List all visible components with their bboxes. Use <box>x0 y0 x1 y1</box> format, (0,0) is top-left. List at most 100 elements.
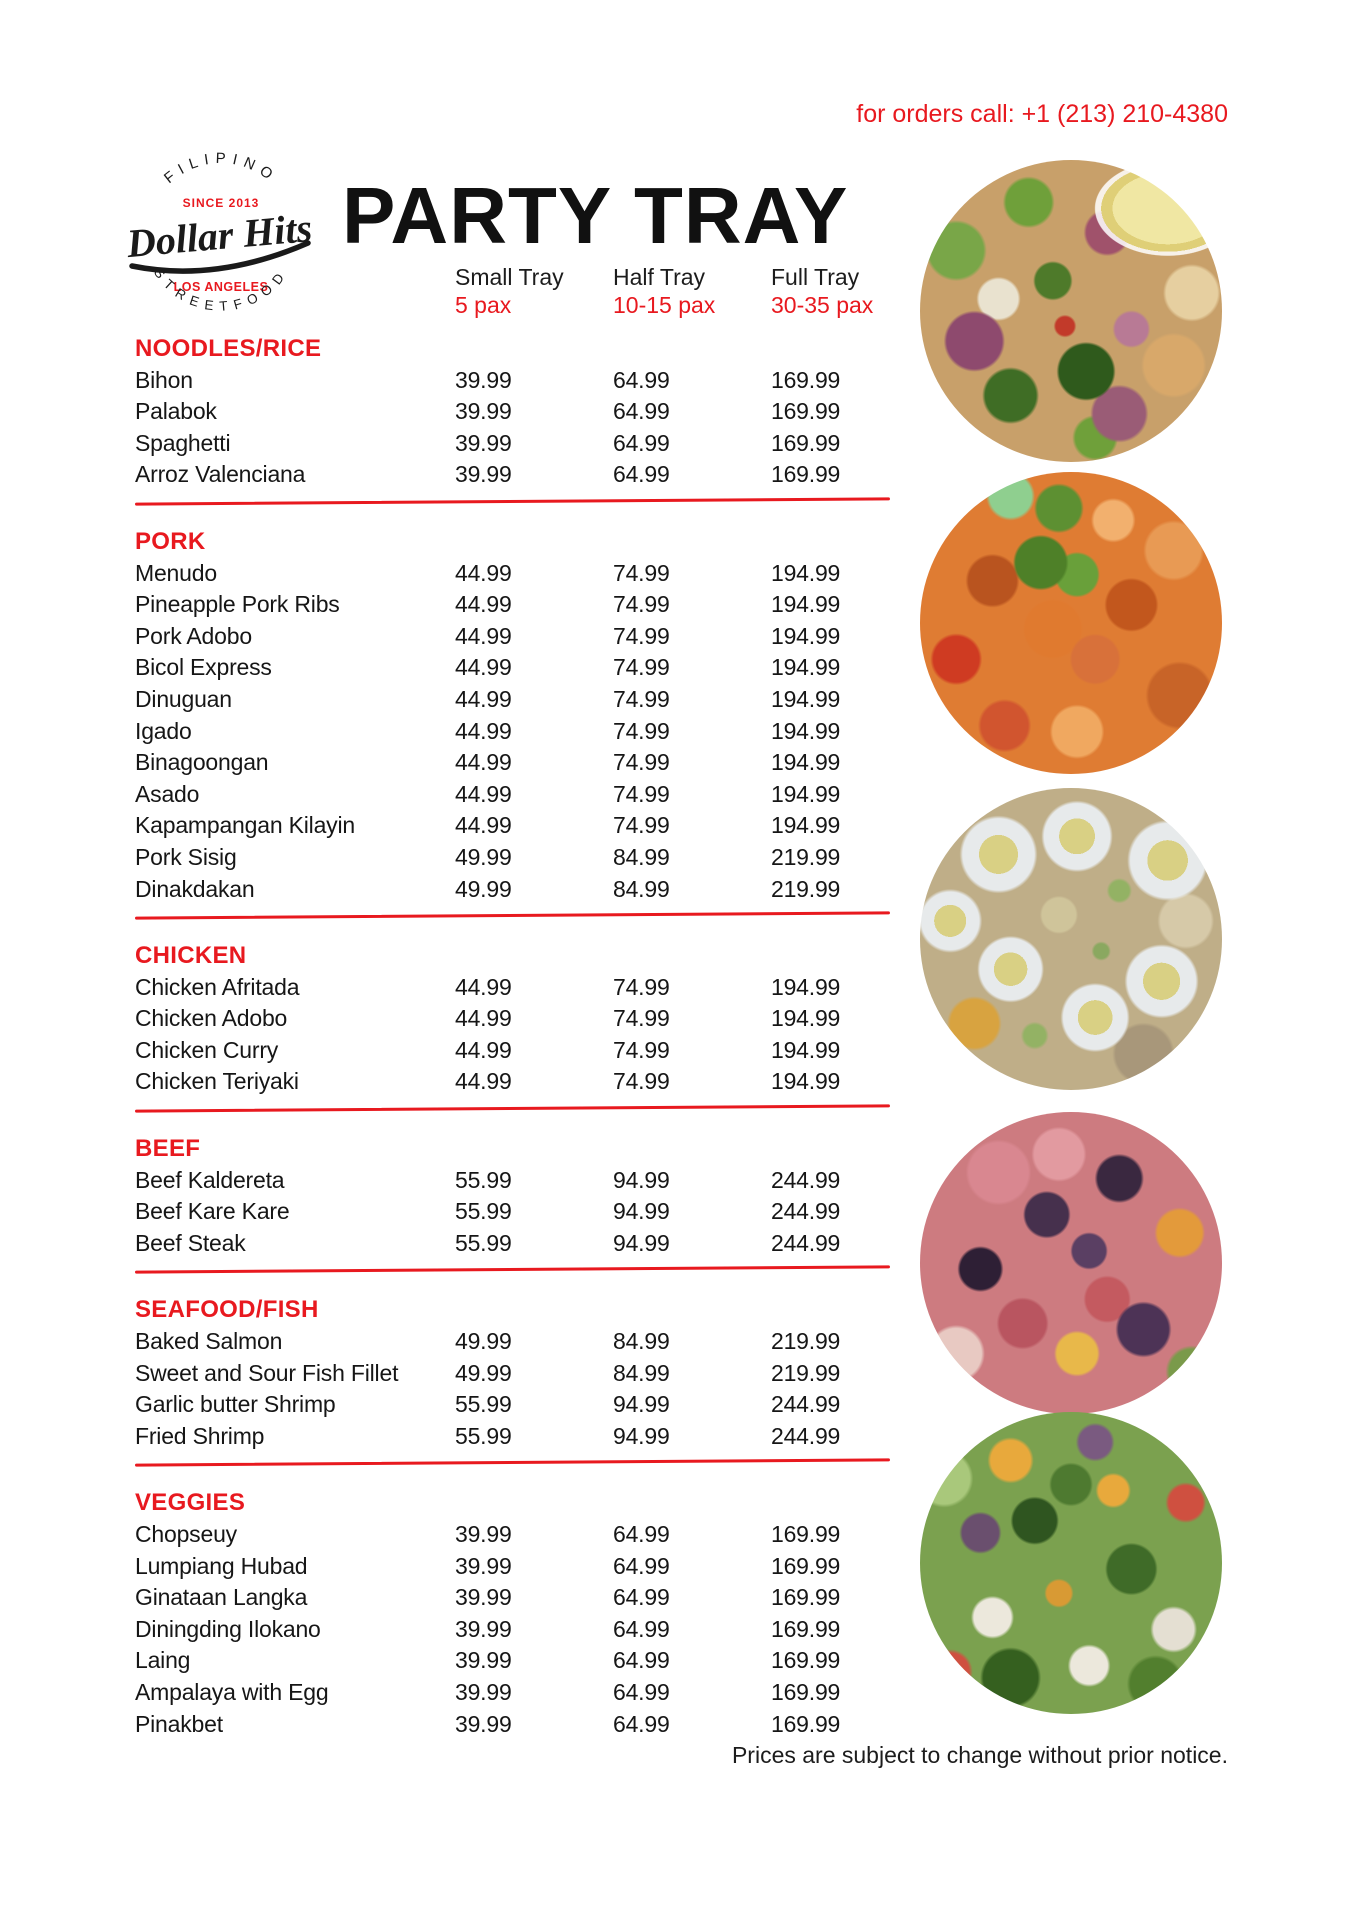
price-small-tray: 55.99 <box>455 1166 512 1193</box>
price-full-tray: 194.99 <box>771 622 841 649</box>
item-name: Dinakdakan <box>135 875 255 902</box>
item-name: Beef Steak <box>135 1229 246 1256</box>
item-name: Chopseuy <box>135 1521 237 1547</box>
price-small-tray: 55.99 <box>455 1391 512 1418</box>
price-small-tray: 49.99 <box>455 1359 512 1386</box>
menudo-pork-stew-photo <box>920 472 1222 774</box>
price-small-tray: 39.99 <box>455 366 512 393</box>
price-column-headers: Small Tray 5 pax Half Tray 10-15 pax Ful… <box>135 263 915 319</box>
price-half-tray: 74.99 <box>613 622 670 649</box>
price-half-tray: 74.99 <box>613 559 670 586</box>
price-disclaimer: Prices are subject to change without pri… <box>731 1742 1228 1768</box>
logo-brand-script-text: Dollar Hits <box>124 205 314 266</box>
mixed-vegetables-dinengdeng-photo <box>920 1412 1222 1714</box>
item-name: Garlic butter Shrimp <box>135 1391 336 1418</box>
price-small-tray: 39.99 <box>455 1647 512 1674</box>
column-header-small-tray: Small Tray 5 pax <box>455 264 564 318</box>
price-half-tray: 64.99 <box>613 366 670 393</box>
menu-item-row: Menudo 44.99 74.99 194.99 <box>135 558 915 590</box>
section-header: BEEF <box>135 1135 201 1163</box>
section-divider-line <box>134 497 891 506</box>
menu-item-row: Bihon 39.99 64.99 169.99 <box>135 365 915 397</box>
price-small-tray: 39.99 <box>455 461 512 488</box>
menu-item-row: Pineapple Pork Ribs 44.99 74.99 194.99 <box>135 589 915 621</box>
price-half-tray: 74.99 <box>613 654 670 681</box>
price-small-tray: 44.99 <box>455 654 512 681</box>
price-full-tray: 194.99 <box>771 812 841 839</box>
item-name: Chicken Adobo <box>135 1005 288 1032</box>
sisig-with-quail-eggs-photo <box>920 788 1222 1090</box>
price-full-tray: 169.99 <box>771 1521 841 1547</box>
item-name: Pinakbet <box>135 1710 223 1737</box>
price-small-tray: 44.99 <box>455 749 512 776</box>
item-name: Sweet and Sour Fish Fillet <box>135 1359 399 1386</box>
item-name: Chicken Teriyaki <box>135 1068 299 1095</box>
price-full-tray: 194.99 <box>771 685 841 712</box>
section-header: SEAFOOD/FISH <box>135 1296 319 1324</box>
price-half-tray: 94.99 <box>613 1166 670 1193</box>
price-small-tray: 44.99 <box>455 559 512 586</box>
menu-item-row: Pork Adobo 44.99 74.99 194.99 <box>135 621 915 653</box>
item-name: Menudo <box>135 559 217 586</box>
item-name: Arroz Valenciana <box>135 461 306 488</box>
price-full-tray: 219.99 <box>771 843 841 870</box>
pork-salad-with-lemon-photo <box>920 160 1222 462</box>
price-full-tray: 194.99 <box>771 749 841 776</box>
section-header: NOODLES/RICE <box>135 335 322 362</box>
price-half-tray: 74.99 <box>613 717 670 744</box>
logo-city-text: LOS ANGELES <box>174 280 269 294</box>
logo-since-2013-text: SINCE 2013 <box>183 196 260 210</box>
price-full-tray: 194.99 <box>771 591 841 618</box>
column-header-half-tray: Half Tray 10-15 pax <box>613 264 716 318</box>
price-full-tray: 194.99 <box>771 559 841 586</box>
price-full-tray: 194.99 <box>771 973 841 1000</box>
menu-item-row: Chopseuy 39.99 64.99 169.99 <box>135 1519 915 1551</box>
menu-item-row: Kapampangan Kilayin 44.99 74.99 194.99 <box>135 810 915 842</box>
price-half-tray: 94.99 <box>613 1422 670 1449</box>
menu-item-row: Dinakdakan 49.99 84.99 219.99 <box>135 874 915 906</box>
price-full-tray: 194.99 <box>771 780 841 807</box>
price-small-tray: 44.99 <box>455 780 512 807</box>
item-name: Ampalaya with Egg <box>135 1678 329 1705</box>
item-name: Diningding Ilokano <box>135 1615 321 1642</box>
price-half-tray: 64.99 <box>613 461 670 488</box>
item-name: Binagoongan <box>135 749 269 776</box>
menu-item-row: Dinuguan 44.99 74.99 194.99 <box>135 684 915 716</box>
menu-item-row: Chicken Teriyaki 44.99 74.99 194.99 <box>135 1066 915 1098</box>
item-name: Lumpiang Hubad <box>135 1552 308 1579</box>
menu-item-row: Beef Kare Kare 55.99 94.99 244.99 <box>135 1196 915 1228</box>
item-name: Laing <box>135 1647 191 1674</box>
price-full-tray: 169.99 <box>771 1615 841 1642</box>
price-full-tray: 194.99 <box>771 1068 841 1095</box>
menu-item-row: Garlic butter Shrimp 55.99 94.99 244.99 <box>135 1389 915 1421</box>
price-small-tray: 44.99 <box>455 1068 512 1095</box>
section-header: CHICKEN <box>135 942 247 970</box>
menu-item-row: Bicol Express 44.99 74.99 194.99 <box>135 652 915 684</box>
price-small-tray: 39.99 <box>455 1678 512 1705</box>
price-half-tray: 64.99 <box>613 1647 670 1674</box>
eggplant-corned-beef-stew-photo <box>920 1112 1222 1414</box>
menu-item-row: Chicken Afritada 44.99 74.99 194.99 <box>135 972 915 1004</box>
price-small-tray: 44.99 <box>455 685 512 712</box>
price-full-tray: 169.99 <box>771 1584 841 1611</box>
price-small-tray: 39.99 <box>455 1615 512 1642</box>
section-divider-line <box>134 911 891 920</box>
price-full-tray: 219.99 <box>771 1359 841 1386</box>
menu-item-row: Palabok 39.99 64.99 169.99 <box>135 396 915 428</box>
price-small-tray: 44.99 <box>455 1005 512 1032</box>
price-half-tray: 74.99 <box>613 812 670 839</box>
section-divider-line <box>134 1458 891 1468</box>
price-small-tray: 44.99 <box>455 1036 512 1063</box>
price-half-tray: 64.99 <box>613 1521 670 1547</box>
price-full-tray: 194.99 <box>771 1005 841 1032</box>
price-half-tray: 64.99 <box>613 1710 670 1737</box>
price-small-tray: 49.99 <box>455 1328 512 1355</box>
price-half-tray: 74.99 <box>613 973 670 1000</box>
price-small-tray: 39.99 <box>455 1584 512 1611</box>
page-title: PARTY TRAY <box>342 171 849 260</box>
price-small-tray: 39.99 <box>455 398 512 425</box>
item-name: Igado <box>135 717 192 744</box>
menu-item-row: Laing 39.99 64.99 169.99 <box>135 1645 915 1677</box>
logo-underline-swoosh <box>129 240 311 274</box>
